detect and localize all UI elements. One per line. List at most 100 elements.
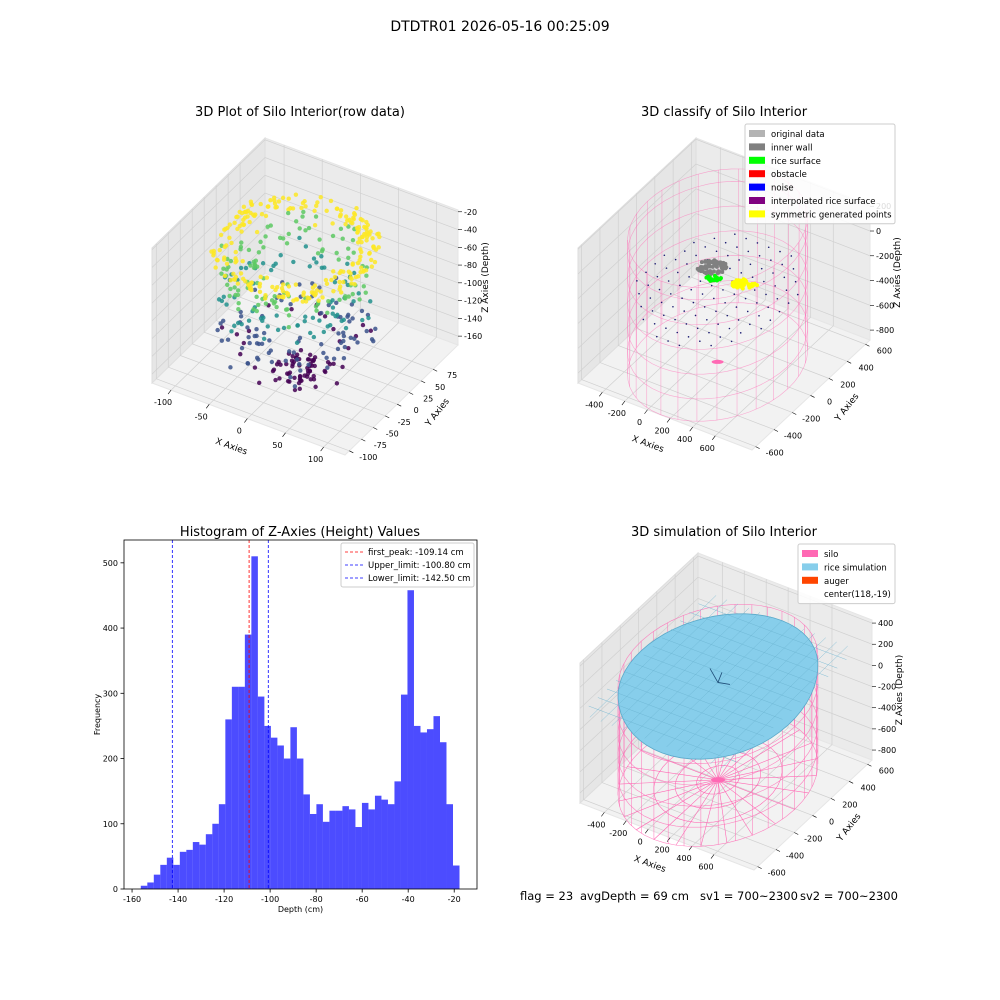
z-axis-label: Z Axies (Depth) [481,242,491,313]
point [254,355,260,361]
y-tick-label: -600 [766,449,784,458]
point [756,242,759,244]
mesh-line [688,633,815,756]
point [309,363,315,368]
point [308,377,314,382]
point [246,334,251,340]
point [259,341,265,347]
point [334,250,339,256]
legend-label: symmetric generated points [771,210,892,220]
grid-line [167,232,362,440]
point [273,377,278,383]
point [324,208,329,214]
point [253,258,259,263]
point [331,269,336,274]
point [763,280,765,283]
y-tick [757,866,762,869]
bar [296,758,304,889]
x-tick-label: 0 [638,837,643,846]
legend-label: original data [771,130,825,140]
point [227,293,232,299]
point [222,244,227,250]
y-tick-label: 200 [840,380,855,389]
grid-line [227,173,422,382]
y-tick-label: -100 [359,453,377,462]
point [292,384,298,389]
grid-line [715,190,834,437]
point [343,325,349,331]
y-tick-label: 50 [435,383,445,392]
y-tick [810,395,815,398]
legend-swatch [749,170,765,178]
point [281,325,287,331]
silo-spoke [717,779,728,843]
point [288,302,293,307]
bar [433,716,440,889]
point [218,232,224,238]
point [758,254,761,257]
y-tick-label: 600 [877,346,892,355]
point [214,257,220,263]
grid-line [672,159,848,362]
mesh-line [689,612,838,669]
point [235,281,241,286]
bar [179,851,187,889]
point [733,293,736,296]
point [334,381,340,386]
point [324,355,329,360]
point [351,211,357,216]
point [294,340,300,346]
x-tick [644,409,648,414]
footer-text: sv1 = 700~2300 [700,889,798,903]
point [360,234,365,240]
bar [283,758,291,889]
x-tick-label: 0 [637,418,642,427]
z-axis-label: Z Axies (Depth) [893,237,903,308]
point [665,267,668,269]
point [359,308,365,314]
point [258,274,263,280]
point [656,275,659,278]
point [359,240,364,245]
point [330,305,336,310]
point [701,293,704,295]
symmetric-points [730,277,759,291]
point [300,299,305,304]
point [238,314,244,319]
point [341,355,347,361]
point [227,235,232,240]
point [787,302,790,304]
point [772,272,774,274]
point [747,250,750,253]
point [355,229,360,235]
point [334,300,339,306]
point [364,328,369,334]
point [264,275,270,280]
point [239,240,244,245]
auger [709,668,731,685]
point [703,266,708,271]
point [704,275,709,280]
point [229,329,234,334]
point [693,241,695,244]
grid-line [323,202,437,448]
z-tick-label: -140 [464,314,482,323]
grid-line [155,243,350,452]
grid-line [577,237,871,349]
point [730,340,733,343]
point [356,291,361,296]
point [699,260,704,265]
point [785,289,788,292]
silo-spoke [641,749,719,781]
point [371,338,376,344]
point [254,341,260,346]
point [322,265,327,270]
point [274,304,279,310]
bar [166,857,174,889]
bar [192,842,200,889]
point [744,297,747,300]
point [274,313,279,318]
silo-spoke [717,779,795,810]
silo-spoke [717,729,800,781]
point [706,319,708,321]
